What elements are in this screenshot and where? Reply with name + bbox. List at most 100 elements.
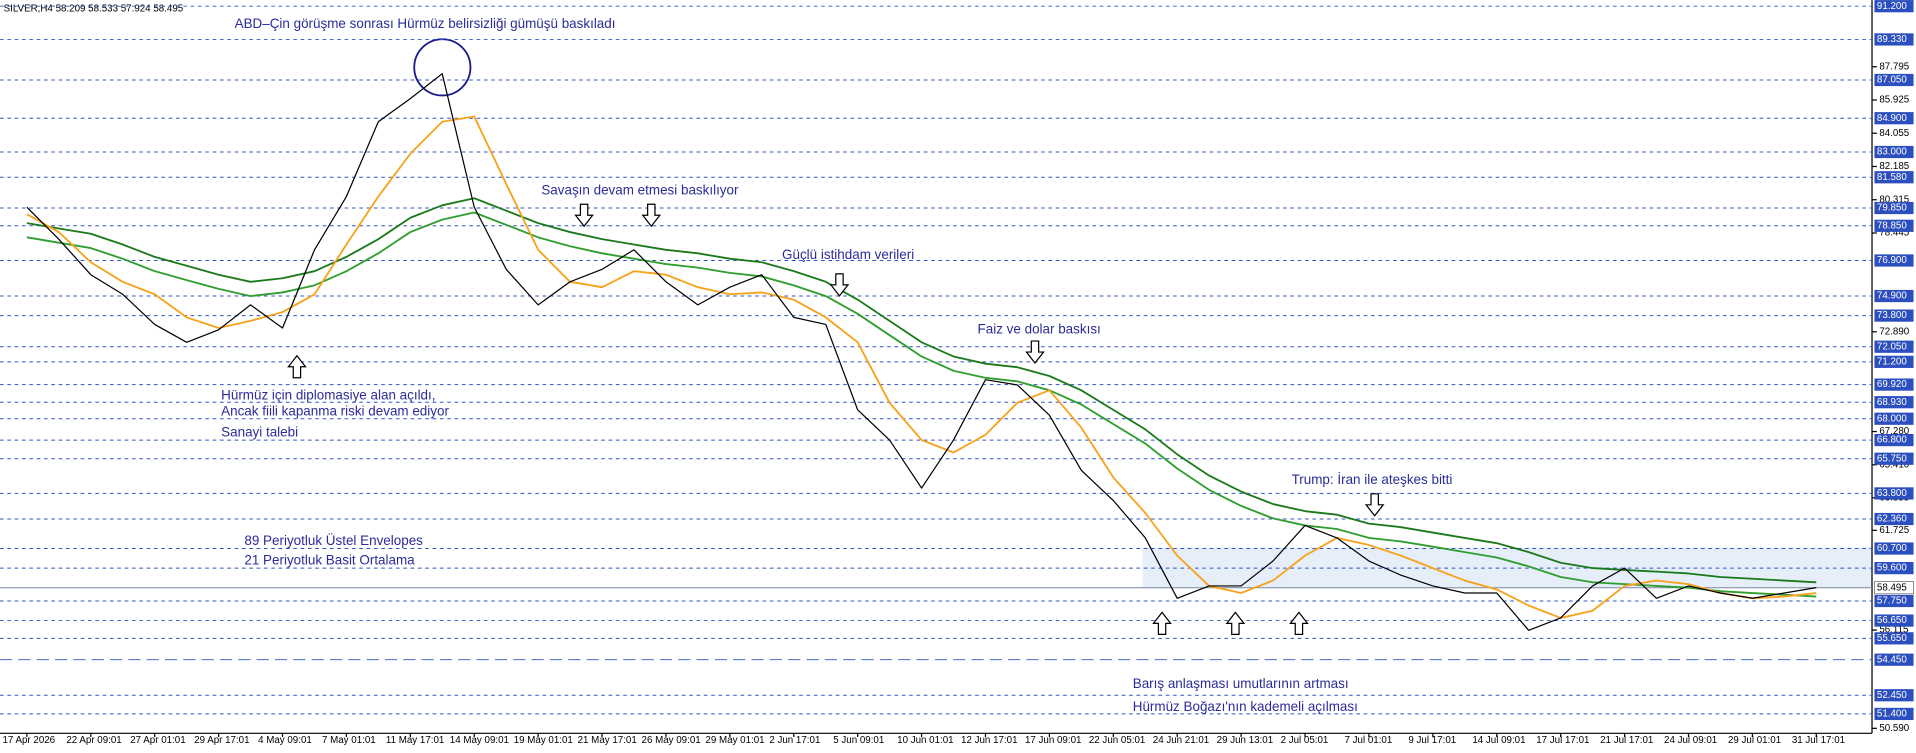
- arrow-down: [1025, 340, 1045, 365]
- level-label-box: [1874, 145, 1914, 159]
- chart-header: SILVER,H4 58.209 58.533 57.924 58.495: [4, 3, 184, 14]
- x-tick-label: 10 Jun 01:01: [897, 735, 953, 746]
- x-tick-label: 21 Jul 17:01: [1600, 735, 1653, 746]
- level-label: 62.360: [1877, 514, 1907, 525]
- x-tick-label: 24 Jun 21:01: [1153, 735, 1209, 746]
- level-label-box: [1874, 689, 1914, 702]
- level-label-box: [1874, 73, 1914, 87]
- series-line: [26, 197, 1817, 584]
- y-tick-label: 50.590: [1879, 723, 1909, 734]
- level-label: 69.920: [1877, 379, 1907, 390]
- level-label-box: [1874, 487, 1914, 500]
- level-label-box: [1874, 0, 1914, 13]
- y-tick-label: 82.185: [1879, 161, 1909, 172]
- last-price-box: [1874, 581, 1914, 595]
- level-label: 83.000: [1877, 147, 1907, 158]
- annotation: Hürmüz Boğazı'nın kademeli açılması: [1133, 699, 1358, 714]
- level-label: 91.200: [1877, 1, 1907, 12]
- level-label: 51.400: [1877, 709, 1907, 720]
- arrow-down: [574, 203, 594, 228]
- level-label-box: [1874, 412, 1914, 425]
- level-label-box: [1874, 632, 1914, 645]
- level-label: 71.200: [1877, 356, 1907, 367]
- level-label-box: [1874, 452, 1914, 465]
- x-tick-label: 19 May 01:01: [514, 735, 573, 746]
- level-label: 84.900: [1877, 113, 1907, 124]
- level-label-box: [1874, 309, 1914, 322]
- level-label: 72.050: [1877, 341, 1907, 352]
- level-label: 56.650: [1877, 615, 1907, 626]
- level-label-box: [1874, 355, 1914, 368]
- x-tick-label: 29 Apr 17:01: [194, 735, 249, 746]
- level-label-box: [1874, 171, 1914, 184]
- level-label: 65.750: [1877, 453, 1907, 464]
- y-tick-label: 85.925: [1879, 95, 1909, 106]
- annotation: Hürmüz için diplomasiye alan açıldı,: [221, 388, 435, 403]
- x-tick-label: 26 May 09:01: [642, 735, 701, 746]
- x-tick-label: 29 Jun 13:01: [1217, 735, 1273, 746]
- x-tick-label: 17 Jun 09:01: [1025, 735, 1081, 746]
- arrow-down: [1364, 493, 1385, 517]
- level-label: 78.850: [1877, 220, 1907, 231]
- arrow-up: [287, 354, 307, 379]
- arrow-up: [1152, 611, 1172, 635]
- x-tick-label: 12 Jun 17:01: [961, 735, 1017, 746]
- level-label-box: [1874, 33, 1914, 46]
- x-tick-label: 11 May 17:01: [386, 735, 444, 746]
- y-tick-label: 72.890: [1879, 326, 1909, 337]
- annotation: Trump: İran ile ateşkes bitti: [1292, 472, 1453, 487]
- y-tick-label: 80.315: [1879, 194, 1909, 205]
- level-label-box: [1874, 614, 1914, 627]
- series-line: [26, 115, 1817, 619]
- x-tick-label: 21 May 17:01: [578, 735, 637, 746]
- level-label-box: [1874, 396, 1914, 409]
- arrow-up: [1225, 611, 1246, 635]
- x-tick-label: 14 May 09:01: [450, 735, 509, 746]
- y-tick-label: 78.445: [1879, 228, 1909, 239]
- y-tick-label: 84.055: [1879, 128, 1909, 139]
- annotation: Barış anlaşması umutlarının artması: [1133, 676, 1349, 691]
- y-tick-label: 67.280: [1879, 426, 1909, 437]
- level-label-box: [1874, 112, 1914, 125]
- x-tick-label: 29 Jul 01:01: [1728, 735, 1781, 746]
- y-tick-label: 65.410: [1879, 459, 1909, 470]
- level-label: 89.330: [1877, 34, 1907, 45]
- annotation: Sanayi talebi: [221, 424, 298, 439]
- x-tick-label: 17 Jul 17:01: [1536, 735, 1589, 746]
- x-tick-label: 29 May 01:01: [705, 735, 764, 746]
- annotation: 21 Periyotluk Basit Ortalama: [244, 553, 415, 568]
- level-label-box: [1874, 653, 1914, 666]
- level-label: 57.750: [1877, 596, 1907, 607]
- level-label-box: [1874, 340, 1914, 353]
- level-label-box: [1874, 561, 1914, 575]
- x-tick-label: 22 Jun 05:01: [1089, 735, 1145, 746]
- annotation: Savaşın devam etmesi baskılıyor: [541, 182, 739, 197]
- x-tick-label: 27 Apr 01:01: [130, 735, 185, 746]
- series-line: [26, 211, 1817, 598]
- annotation: Ancak fiili kapanma riski devam ediyor: [221, 403, 449, 418]
- level-label: 79.850: [1877, 203, 1907, 214]
- level-label: 66.800: [1877, 435, 1907, 446]
- level-label: 59.600: [1877, 563, 1907, 574]
- annotation: Güçlü istihdam verileri: [782, 247, 914, 262]
- x-tick-label: 17 Apr 2026: [2, 735, 55, 746]
- last-price-label: 58.495: [1877, 582, 1907, 593]
- level-label-box: [1874, 594, 1914, 608]
- level-label-box: [1874, 254, 1914, 267]
- arrow-down: [641, 203, 662, 228]
- level-label: 63.800: [1877, 488, 1907, 499]
- x-tick-label: 2 Jul 05:01: [1281, 735, 1329, 746]
- level-label-box: [1874, 289, 1914, 303]
- x-tick-label: 9 Jul 17:01: [1408, 735, 1456, 746]
- level-label: 55.650: [1877, 633, 1907, 644]
- x-tick-label: 14 Jul 09:01: [1472, 735, 1525, 746]
- level-label-box: [1874, 542, 1914, 555]
- arrow-down: [829, 273, 850, 297]
- y-tick-label: 87.795: [1879, 61, 1909, 72]
- level-label: 81.580: [1877, 172, 1907, 183]
- x-tick-label: 7 May 01:01: [322, 735, 376, 746]
- annotation: 89 Periyotluk Üstel Envelopes: [244, 533, 423, 548]
- level-label-box: [1874, 512, 1914, 526]
